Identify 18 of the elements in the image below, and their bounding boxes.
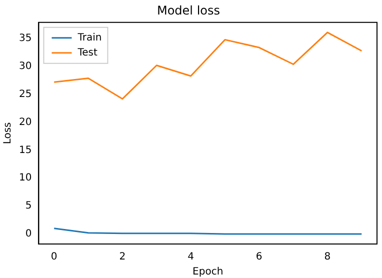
x-tick-label: 6 <box>256 252 262 263</box>
x-axis-title: Epoch <box>192 266 224 278</box>
chart-title: Model loss <box>156 3 220 18</box>
x-tick-label: 4 <box>188 252 194 263</box>
y-tick-label: 30 <box>18 61 32 72</box>
y-tick-label: 25 <box>18 89 32 100</box>
y-tick-label: 10 <box>18 172 32 184</box>
y-tick-label: 5 <box>25 200 32 212</box>
y-tick-label: 20 <box>18 116 32 128</box>
legend-label: Train <box>76 32 102 44</box>
y-axis-title: Loss <box>2 122 14 144</box>
y-tick-label: 0 <box>25 228 32 240</box>
x-tick-label: 2 <box>119 252 126 263</box>
x-tick-label: 8 <box>324 252 331 263</box>
legend-label: Test <box>76 47 98 58</box>
y-tick-label: 35 <box>18 33 32 44</box>
x-tick-label: 0 <box>50 252 58 263</box>
y-tick-label: 15 <box>18 144 32 156</box>
